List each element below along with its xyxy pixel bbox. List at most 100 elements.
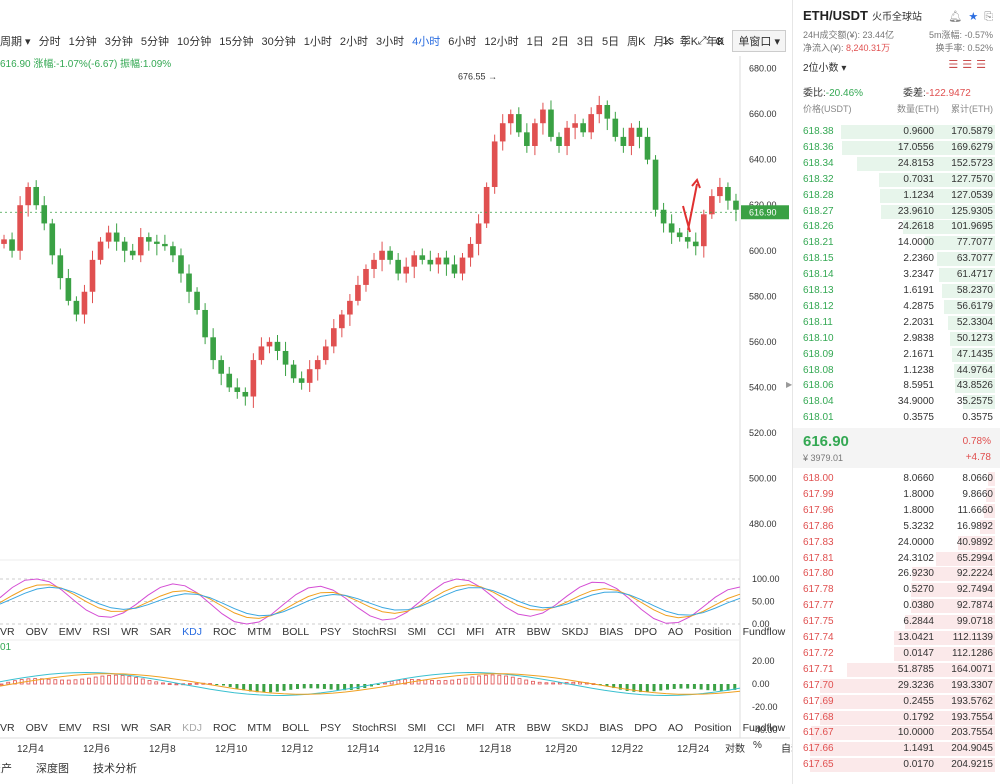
timeframe-16[interactable]: 3日 (576, 36, 594, 48)
timeframe-10[interactable]: 3小时 (375, 36, 405, 48)
expand-icon[interactable]: ⤢ (697, 34, 707, 47)
ask-row[interactable]: 617.74 13.0421 112.1139 (793, 630, 1000, 646)
timeframe-7[interactable]: 30分钟 (261, 36, 296, 48)
timeframe-21[interactable]: 年K (706, 36, 725, 48)
bid-row[interactable]: 618.06 8.5951 43.8526 (793, 378, 1000, 394)
alert-bell-icon[interactable]: 🔔︎ (948, 11, 963, 23)
bid-row[interactable]: 618.36 17.0556 169.6279 (793, 140, 1000, 156)
ask-row[interactable]: 617.75 6.2844 99.0718 (793, 614, 1000, 630)
bid-row[interactable]: 618.12 4.2875 56.6179 (793, 299, 1000, 315)
indicator-tabs2-rsi[interactable]: RSI (92, 722, 111, 734)
fullscreen-icon[interactable]: ⛶ (682, 34, 690, 47)
axis-option-2[interactable]: 自动 (781, 744, 801, 755)
timeframe-4[interactable]: 5分钟 (140, 36, 169, 48)
indicator-tabs2-fundflow[interactable]: Fundflow (742, 722, 786, 734)
timeframe-3[interactable]: 3分钟 (104, 36, 133, 48)
indicator-tabs2-vr[interactable]: VR (0, 722, 15, 734)
ask-row[interactable]: 617.66 1.1491 204.9045 (793, 741, 1000, 757)
ask-row[interactable]: 617.67 10.0000 203.7554 (793, 725, 1000, 741)
indicator-tabs-wr[interactable]: WR (121, 626, 139, 638)
indicator-tabs2-bbw[interactable]: BBW (526, 722, 551, 734)
timeframe-18[interactable]: 周K (627, 36, 646, 48)
bottom-tab-2[interactable]: 技术分析 (93, 763, 137, 775)
ask-row[interactable]: 617.70 29.3236 193.3307 (793, 678, 1000, 694)
ask-row[interactable]: 617.71 51.8785 164.0071 (793, 662, 1000, 678)
timeframe-2[interactable]: 1分钟 (68, 36, 97, 48)
indicator-tabs2-stochrsi[interactable]: StochRSI (352, 722, 397, 734)
bid-row[interactable]: 618.32 0.7031 127.7570 (793, 172, 1000, 188)
indicator-tabs-dpo[interactable]: DPO (634, 626, 658, 638)
timeframe-6[interactable]: 15分钟 (219, 36, 254, 48)
indicator-tabs2-dpo[interactable]: DPO (634, 722, 658, 734)
ask-row[interactable]: 617.78 0.5270 92.7494 (793, 582, 1000, 598)
indicator-tabs-obv[interactable]: OBV (25, 626, 48, 638)
single-window-select[interactable]: 单窗口 ▾ (732, 30, 786, 52)
ask-row[interactable]: 617.83 24.0000 40.9892 (793, 535, 1000, 551)
orderbook-view-icons[interactable]: ☰☰☰ (948, 58, 990, 71)
ask-row[interactable]: 617.69 0.2455 193.5762 (793, 694, 1000, 710)
axis-option-0[interactable]: 对数 (725, 744, 745, 755)
ask-row[interactable]: 617.68 0.1792 193.7554 (793, 710, 1000, 726)
indicator-tabs2-position[interactable]: Position (694, 722, 732, 734)
bid-row[interactable]: 618.38 0.9600 170.5879 (793, 124, 1000, 140)
bid-row[interactable]: 618.27 23.9610 125.9305 (793, 204, 1000, 220)
indicator-tabs-vr[interactable]: VR (0, 626, 15, 638)
bid-row[interactable]: 618.01 0.3575 0.3575 (793, 410, 1000, 426)
bottom-tab-1[interactable]: 深度图 (36, 763, 69, 775)
timeframe-19[interactable]: 月K (653, 36, 672, 48)
bid-row[interactable]: 618.14 3.2347 61.4717 (793, 267, 1000, 283)
chart-area[interactable]: 周期 ▾ 分时 1分钟 3分钟 5分钟 10分钟 15分钟 30分钟 1小时 2小时 3小时 4小时 6… (0, 0, 886, 784)
favorite-star-icon[interactable]: ★ (968, 11, 979, 23)
indicator-tabs-smi[interactable]: SMI (407, 626, 427, 638)
indicator-tabs-cci[interactable]: CCI (437, 626, 456, 638)
indicator-tabs2-boll[interactable]: BOLL (282, 722, 310, 734)
indicator-tabs-mfi[interactable]: MFI (466, 626, 485, 638)
timeframe-15[interactable]: 2日 (551, 36, 569, 48)
ask-row[interactable]: 617.72 0.0147 112.1286 (793, 646, 1000, 662)
ask-row[interactable]: 617.99 1.8000 9.8660 (793, 487, 1000, 503)
indicator-tabs2-bias[interactable]: BIAS (599, 722, 624, 734)
timeframe-13[interactable]: 12小时 (484, 36, 519, 48)
indicator-tabs-position[interactable]: Position (694, 626, 732, 638)
indicator-tabs2-emv[interactable]: EMV (58, 722, 82, 734)
bid-row[interactable]: 618.11 2.2031 52.3304 (793, 315, 1000, 331)
timeframe-1[interactable]: 分时 (38, 36, 61, 48)
indicator-tabs-stochrsi[interactable]: StochRSI (352, 626, 397, 638)
indicator-tabs-sar[interactable]: SAR (149, 626, 172, 638)
view-bids-icon[interactable]: ☰ (962, 59, 977, 71)
panel-resize-handle[interactable]: ▶ (786, 380, 793, 389)
share-icon[interactable]: ⎘ (984, 11, 993, 23)
indicator-tabs-bias[interactable]: BIAS (599, 626, 624, 638)
ask-row[interactable]: 617.81 24.3102 65.2994 (793, 551, 1000, 567)
bottom-tab-0[interactable]: 资产 (0, 763, 12, 775)
indicator-tabs2-ao[interactable]: AO (668, 722, 684, 734)
refresh-interval[interactable]: 1s (662, 35, 675, 47)
view-both-icon[interactable]: ☰ (948, 59, 963, 71)
indicator-tabs-emv[interactable]: EMV (58, 626, 82, 638)
timeframe-20[interactable]: 季K (679, 36, 699, 48)
indicator-tabs2-skdj[interactable]: SKDJ (561, 722, 589, 734)
timeframe-5[interactable]: 10分钟 (176, 36, 212, 48)
bid-row[interactable]: 618.13 1.6191 58.2370 (793, 283, 1000, 299)
indicator-tabs2-roc[interactable]: ROC (213, 722, 237, 734)
settings-icon[interactable]: ⚙ (714, 35, 725, 48)
ask-row[interactable]: 617.65 0.0170 204.9215 (793, 757, 1000, 773)
decimals-select[interactable]: 2位小数 ▾ (803, 63, 847, 74)
bid-row[interactable]: 618.34 24.8153 152.5723 (793, 156, 1000, 172)
ask-row[interactable]: 617.96 1.8000 11.6660 (793, 503, 1000, 519)
timeframe-0[interactable]: 周期 ▾ (0, 36, 31, 48)
indicator-tabs2-sar[interactable]: SAR (149, 722, 172, 734)
timeframe-12[interactable]: 6小时 (448, 36, 477, 48)
indicator-tabs2-psy[interactable]: PSY (320, 722, 342, 734)
indicator-tabs-mtm[interactable]: MTM (247, 626, 272, 638)
bid-row[interactable]: 618.04 34.9000 35.2575 (793, 394, 1000, 410)
indicator-tabs2-obv[interactable]: OBV (25, 722, 48, 734)
indicator-tabs-psy[interactable]: PSY (320, 626, 342, 638)
bid-row[interactable]: 618.21 14.0000 77.7077 (793, 235, 1000, 251)
ask-row[interactable]: 618.00 8.0660 8.0660 (793, 471, 1000, 487)
kline-chart[interactable]: 680.00 660.00 640.00 620.00 600.00 580.00 560.… (0, 56, 790, 746)
indicator-tabs2-mtm[interactable]: MTM (247, 722, 272, 734)
indicator-tabs-kdj[interactable]: KDJ (182, 626, 202, 638)
indicator-tabs-rsi[interactable]: RSI (92, 626, 111, 638)
timeframe-14[interactable]: 1日 (526, 36, 544, 48)
